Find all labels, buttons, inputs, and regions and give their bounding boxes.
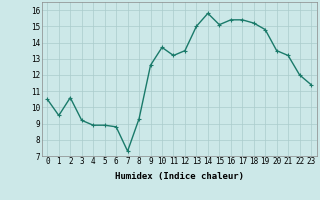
X-axis label: Humidex (Indice chaleur): Humidex (Indice chaleur) [115, 172, 244, 181]
